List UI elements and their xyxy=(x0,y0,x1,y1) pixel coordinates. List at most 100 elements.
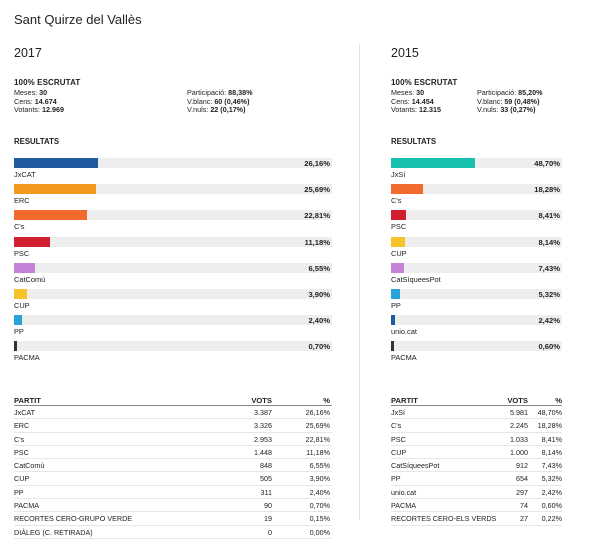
row-party: JxSí xyxy=(391,408,405,417)
row-pct: 3,90% xyxy=(309,474,330,484)
bar-party-label: unio.cat xyxy=(391,327,417,337)
stat-value: 59 (0,48%) xyxy=(504,96,540,106)
stat-label: Participació: xyxy=(187,88,229,97)
bar-track xyxy=(391,236,562,247)
row-party: unio.cat xyxy=(391,487,417,497)
table-row: DIÀLEG (C. RETIRADA) 0 0,00% xyxy=(14,526,332,539)
bar-party-label: C's xyxy=(14,222,25,232)
bar-fill xyxy=(391,262,404,273)
row-pct: 7,43% xyxy=(541,461,562,471)
stat-label: Votants: xyxy=(14,105,42,115)
table-row: unio.cat 297 2,42% xyxy=(391,486,562,500)
bar-percent: 8,14% xyxy=(538,237,560,247)
row-pct: 25,69% xyxy=(305,421,330,431)
stats-left: Meses: 30 Cens: 14.454 Votants: 12.315 xyxy=(391,88,441,115)
row-party: DIÀLEG (C. RETIRADA) xyxy=(14,527,93,537)
header-party: PARTIT xyxy=(14,396,41,405)
row-votes: 3.387 xyxy=(254,408,272,417)
bar-row: 0,70% PACMA xyxy=(14,341,332,367)
bar-fill xyxy=(14,288,27,299)
row-pct: 8,41% xyxy=(541,434,562,444)
bar-percent: 0,60% xyxy=(538,342,560,352)
bar-track xyxy=(14,315,332,326)
table-row: RECORTES CERO-ELS VERDS 27 0,22% xyxy=(391,512,562,526)
table-row: ERC 3.326 25,69% xyxy=(14,419,332,433)
row-votes: 90 xyxy=(264,501,272,511)
row-votes: 311 xyxy=(260,487,272,497)
bar-row: 6,55% CatComú xyxy=(14,262,332,289)
election-year: 2015 xyxy=(391,46,419,60)
results-bars: 48,70% JxSí 18,28% C's 8,41% PSC 8,14% C… xyxy=(391,158,562,368)
stat-label: Cens: xyxy=(14,96,35,106)
bar-track xyxy=(14,184,332,195)
bar-fill xyxy=(14,236,50,247)
results-title: RESULTATS xyxy=(14,137,60,146)
table-row: PSC 1.033 8,41% xyxy=(391,433,562,446)
bar-party-label: CatComú xyxy=(14,274,46,284)
bar-row: 0,60% PACMA xyxy=(391,341,562,367)
column-divider xyxy=(359,44,360,520)
bar-fill xyxy=(14,210,88,221)
row-party: JxCAT xyxy=(14,408,36,417)
bar-percent: 18,28% xyxy=(534,185,560,195)
row-party: CUP xyxy=(391,447,407,457)
bar-row: 2,40% PP xyxy=(14,315,332,341)
bar-fill xyxy=(391,288,401,299)
row-votes: 74 xyxy=(520,501,528,511)
row-pct: 0,22% xyxy=(541,514,562,524)
bar-row: 7,43% CatSíqueesPot xyxy=(391,262,562,289)
bar-fill xyxy=(391,236,406,247)
stat-value: 12.315 xyxy=(418,105,441,115)
stat-line: Meses: 30 xyxy=(391,88,441,98)
row-votes: 1.033 xyxy=(510,434,528,444)
row-pct: 2,40% xyxy=(309,487,330,497)
bar-percent: 2,40% xyxy=(308,316,330,326)
row-votes: 848 xyxy=(260,461,272,471)
bar-percent: 3,90% xyxy=(308,289,330,299)
scrutat-status: 100% ESCRUTAT xyxy=(391,78,458,87)
stat-value: 60 (0,46%) xyxy=(214,96,250,106)
row-votes: 2.245 xyxy=(510,421,528,431)
row-pct: 0,00% xyxy=(309,527,330,537)
row-party: RECORTES CERO-ELS VERDS xyxy=(391,514,497,524)
bar-track xyxy=(391,341,562,352)
bar-fill xyxy=(14,262,36,273)
stat-value: 14.674 xyxy=(34,96,57,106)
scrutat-status: 100% ESCRUTAT xyxy=(14,78,81,87)
bar-track xyxy=(391,315,562,326)
bar-track xyxy=(14,262,332,273)
bar-track xyxy=(14,210,332,221)
stat-label: Votants: xyxy=(391,105,419,115)
stat-line: Votants: 12.969 xyxy=(14,105,64,115)
table-row: PP 654 5,32% xyxy=(391,472,562,486)
row-pct: 0,15% xyxy=(309,514,330,524)
stat-value: 88,38% xyxy=(228,88,253,97)
bar-percent: 26,16% xyxy=(304,159,330,168)
stat-label: V.nuls: xyxy=(187,105,211,115)
bar-row: 5,32% PP xyxy=(391,288,562,315)
stat-label: Meses: xyxy=(14,88,40,97)
stat-value: 22 (0,17%) xyxy=(210,105,246,115)
row-party: PSC xyxy=(391,434,406,444)
bar-percent: 11,18% xyxy=(304,237,330,247)
row-pct: 2,42% xyxy=(541,487,562,497)
bar-row: 3,90% CUP xyxy=(14,288,332,315)
stat-line: Cens: 14.454 xyxy=(391,96,441,107)
stat-line: V.nuls: 22 (0,17%) xyxy=(187,105,253,115)
row-votes: 0 xyxy=(268,527,272,537)
row-pct: 6,55% xyxy=(309,461,330,471)
bar-percent: 48,70% xyxy=(534,159,560,168)
stat-value: 14.454 xyxy=(411,96,434,106)
bar-row: 25,69% ERC xyxy=(14,184,332,210)
row-votes: 1.000 xyxy=(510,447,528,457)
bar-party-label: JxCAT xyxy=(14,170,36,179)
stat-label: V.nuls: xyxy=(477,105,501,115)
bar-track xyxy=(14,236,332,247)
bar-party-label: PACMA xyxy=(14,353,40,363)
bar-party-label: PSC xyxy=(391,222,407,232)
bar-track xyxy=(391,158,562,168)
bar-fill xyxy=(14,184,97,195)
bar-party-label: CatSíqueesPot xyxy=(391,274,441,284)
stat-value: 30 xyxy=(416,88,425,97)
bar-percent: 2,42% xyxy=(538,316,560,326)
